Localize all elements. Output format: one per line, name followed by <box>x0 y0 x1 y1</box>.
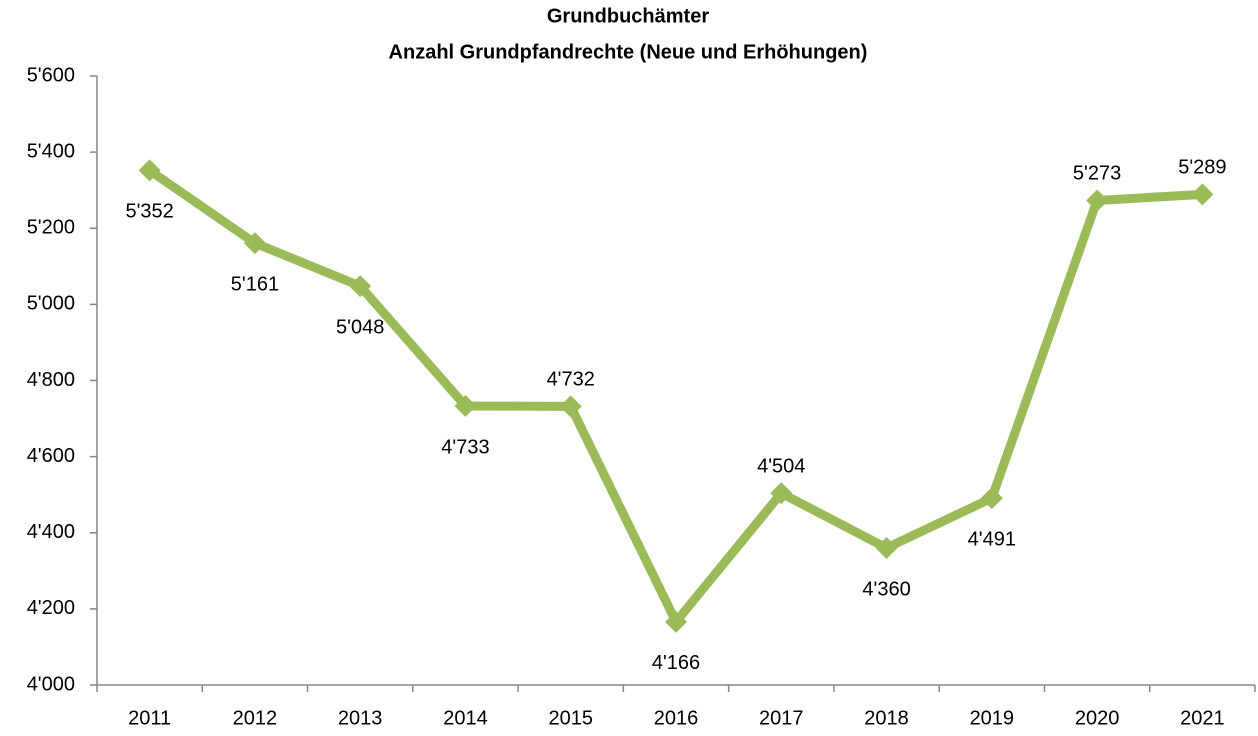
marker <box>665 610 687 633</box>
x-tick-label: 2014 <box>443 707 488 729</box>
y-tick-label: 5'400 <box>27 140 75 162</box>
y-tick-label: 4'600 <box>27 445 75 467</box>
chart-subtitle: Anzahl Grundpfandrechte (Neue und Erhöhu… <box>389 41 868 63</box>
y-tick-label: 4'000 <box>27 673 75 695</box>
x-tick-label: 2015 <box>548 707 593 729</box>
x-tick-label: 2018 <box>864 707 909 729</box>
marker <box>875 536 898 559</box>
marker <box>1086 189 1109 212</box>
x-tick-label: 2016 <box>654 707 699 729</box>
marker <box>770 482 793 505</box>
marker <box>559 395 582 418</box>
data-label: 4'166 <box>652 652 700 674</box>
data-label: 5'352 <box>125 201 173 223</box>
data-label: 4'504 <box>757 455 805 477</box>
marker <box>454 395 477 418</box>
data-label: 4'491 <box>968 528 1016 550</box>
x-tick-label: 2013 <box>338 707 383 729</box>
x-tick-label: 2020 <box>1075 707 1120 729</box>
data-label: 5'289 <box>1178 157 1226 179</box>
data-label: 5'273 <box>1073 163 1121 185</box>
y-tick-label: 5'000 <box>27 293 75 315</box>
marker <box>243 232 266 255</box>
data-label: 5'048 <box>336 316 384 338</box>
x-tick-label: 2011 <box>128 707 171 729</box>
marker <box>349 275 372 298</box>
y-tick-label: 5'200 <box>27 217 75 239</box>
data-label: 4'360 <box>862 578 910 600</box>
y-tick-label: 4'400 <box>27 521 75 543</box>
y-tick-label: 4'800 <box>27 369 75 391</box>
y-tick-label: 4'200 <box>27 597 75 619</box>
marker <box>980 487 1003 510</box>
x-tick-label: 2021 <box>1180 707 1225 729</box>
line <box>147 166 1203 627</box>
marker <box>138 159 161 182</box>
chart-title: Grundbuchämter <box>547 5 709 27</box>
x-tick-label: 2017 <box>759 707 804 729</box>
data-label: 4'732 <box>547 369 595 391</box>
data-label: 4'733 <box>441 436 489 458</box>
data-label: 5'161 <box>231 273 279 295</box>
marker <box>1191 183 1214 206</box>
x-tick-label: 2019 <box>970 707 1015 729</box>
x-tick-label: 2012 <box>233 707 278 729</box>
y-tick-label: 5'600 <box>27 64 75 86</box>
